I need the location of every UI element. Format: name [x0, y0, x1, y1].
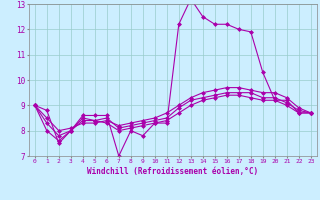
X-axis label: Windchill (Refroidissement éolien,°C): Windchill (Refroidissement éolien,°C) [87, 167, 258, 176]
